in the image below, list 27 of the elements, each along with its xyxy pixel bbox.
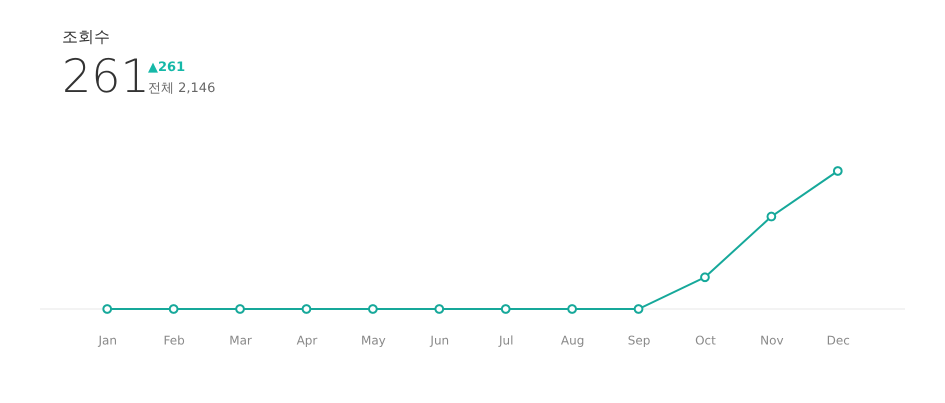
x-tick-label: Sep bbox=[628, 334, 650, 348]
x-tick-label: Dec bbox=[826, 334, 850, 348]
point bbox=[500, 304, 511, 314]
x-tick-label: Oct bbox=[695, 334, 716, 348]
x-tick-label: Aug bbox=[560, 334, 584, 348]
text: 전체 2,146 bbox=[148, 81, 216, 96]
point bbox=[302, 304, 312, 314]
point bbox=[567, 304, 577, 314]
text: ▲261 bbox=[148, 60, 186, 75]
point bbox=[766, 212, 776, 222]
x-tick-label: Mar bbox=[229, 334, 252, 348]
point bbox=[634, 304, 644, 314]
point bbox=[368, 304, 378, 314]
point bbox=[832, 166, 843, 176]
x-tick-label: Jan bbox=[97, 334, 117, 348]
x-tick-label: Nov bbox=[760, 334, 784, 348]
x-tick-label: Jun bbox=[429, 334, 450, 348]
x-tick-label: Apr bbox=[296, 334, 318, 348]
x-tick-label: May bbox=[360, 334, 386, 348]
chart-title: 조회수 bbox=[62, 27, 110, 46]
x-tick-label: Jul bbox=[498, 334, 514, 348]
point bbox=[434, 304, 444, 314]
x-tick-label: Feb bbox=[164, 334, 185, 348]
point bbox=[235, 304, 245, 314]
point bbox=[700, 272, 710, 282]
point bbox=[168, 304, 178, 314]
point bbox=[102, 304, 112, 314]
